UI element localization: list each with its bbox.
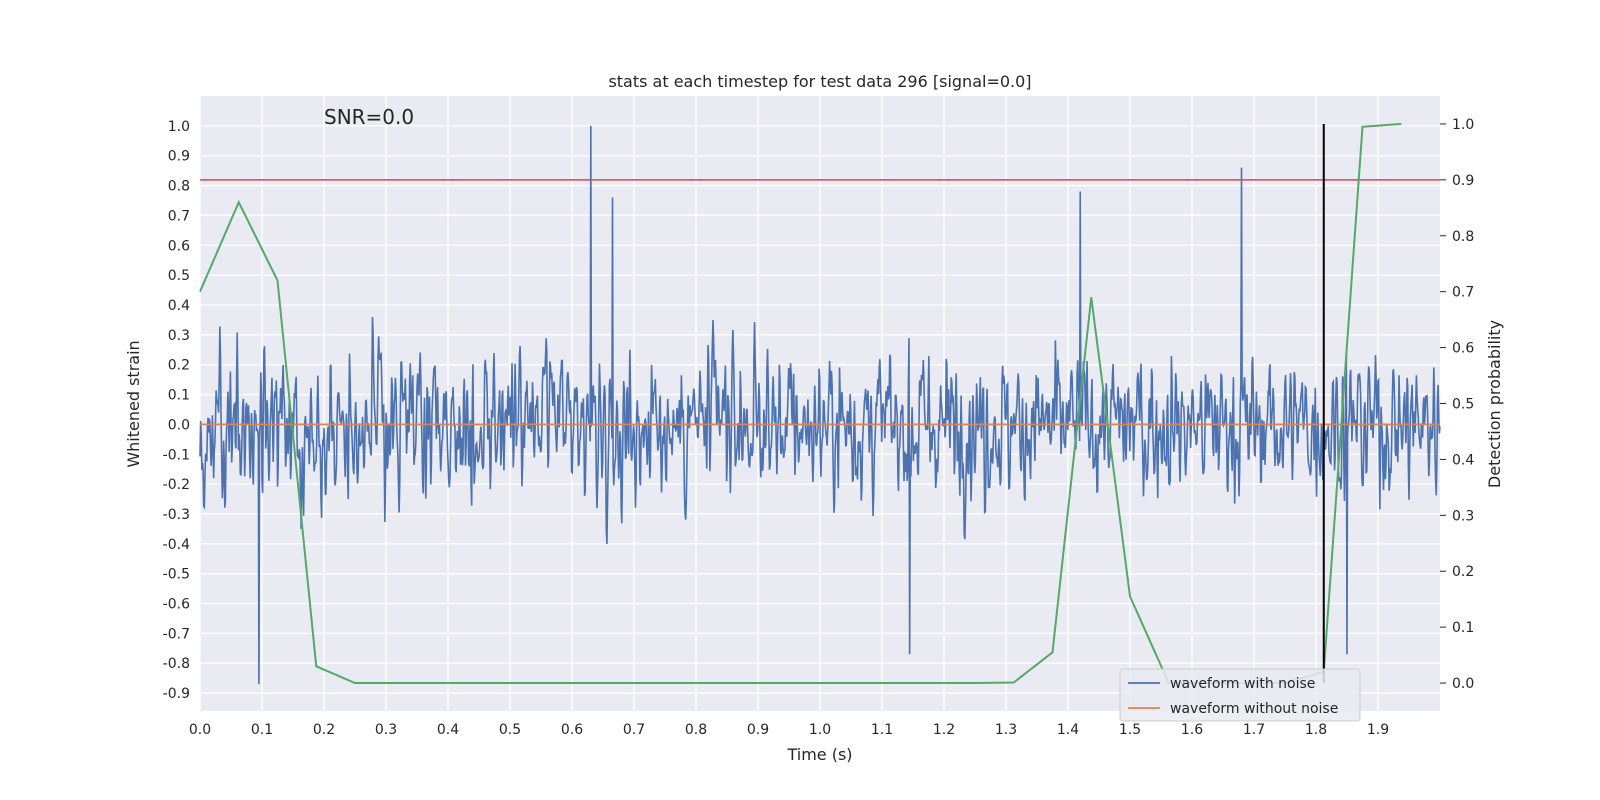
chart-title: stats at each timestep for test data 296… — [608, 72, 1031, 91]
y-tick-label: 0.7 — [168, 208, 190, 224]
x-tick-label: 0.2 — [313, 722, 335, 738]
y-axis-label: Whitened strain — [124, 340, 143, 467]
y-tick-label: -0.6 — [163, 597, 190, 613]
y2-tick-label: 0.1 — [1452, 620, 1474, 636]
y-tick-label: 0.5 — [168, 268, 190, 284]
legend-label-clean: waveform without noise — [1170, 701, 1338, 717]
y2-tick-label: 0.9 — [1452, 173, 1474, 189]
y-tick-label: 0.0 — [168, 417, 190, 433]
y2-tick-label: 0.8 — [1452, 229, 1474, 245]
x-tick-label: 1.6 — [1181, 722, 1203, 738]
x-tick-label: 0.4 — [437, 722, 459, 738]
x-tick-label: 1.7 — [1243, 722, 1265, 738]
x-tick-label: 1.5 — [1119, 722, 1141, 738]
snr-annotation: SNR=0.0 — [324, 105, 414, 129]
y-tick-label: 0.2 — [168, 358, 190, 374]
y2-tick-label: 0.0 — [1452, 676, 1474, 692]
y-tick-label: 0.8 — [168, 179, 190, 195]
series-waveform-with-noise — [199, 125, 1441, 685]
legend-label-noise: waveform with noise — [1170, 676, 1315, 692]
y-tick-label: -0.2 — [163, 477, 190, 493]
y2-tick-label: 0.6 — [1452, 341, 1474, 357]
ticks-layer: 0.0 0.1 0.2 0.3 0.4 0.5 0.6 0.7 0.8 0.9 1.0 1.1 1.2 1… — [163, 117, 1475, 738]
x-tick-label: 0.3 — [375, 722, 397, 738]
y2-tick-label: 1.0 — [1452, 117, 1474, 133]
x-tick-label: 0.1 — [251, 722, 273, 738]
y2-tick-label: 0.2 — [1452, 564, 1474, 580]
y-tick-label: -0.9 — [163, 686, 190, 702]
x-tick-label: 1.0 — [809, 722, 831, 738]
x-tick-label: 0.8 — [685, 722, 707, 738]
y-tick-label: -0.4 — [163, 537, 190, 553]
y2-tick-label: 0.4 — [1452, 452, 1474, 468]
y2-axis-label: Detection probability — [1485, 320, 1504, 488]
y-tick-label: 0.6 — [168, 238, 190, 254]
x-tick-label: 1.4 — [1057, 722, 1079, 738]
y-tick-label: -0.7 — [163, 626, 190, 642]
x-tick-label: 1.1 — [871, 722, 893, 738]
x-tick-label: 0.6 — [561, 722, 583, 738]
y-tick-label: 1.0 — [168, 119, 190, 135]
y-tick-label: -0.5 — [163, 567, 190, 583]
y-tick-label: -0.1 — [163, 447, 190, 463]
y-tick-label: -0.3 — [163, 507, 190, 523]
x-tick-label: 1.8 — [1305, 722, 1327, 738]
y-tick-label: 0.4 — [168, 298, 190, 314]
legend-box — [1119, 668, 1361, 722]
y2-tick-label: 0.3 — [1452, 508, 1474, 524]
y-tick-label: 0.9 — [168, 149, 190, 165]
x-tick-label: 0.5 — [499, 722, 521, 738]
x-tick-label: 0.9 — [747, 722, 769, 738]
legend: waveform with noise waveform without noi… — [1119, 668, 1361, 722]
x-axis-label: Time (s) — [786, 745, 852, 764]
x-tick-label: 0.7 — [623, 722, 645, 738]
x-tick-label: 0.0 — [189, 722, 211, 738]
y-tick-label: -0.8 — [163, 656, 190, 672]
x-tick-label: 1.3 — [995, 722, 1017, 738]
y-tick-label: 0.3 — [168, 328, 190, 344]
y2-tick-label: 0.5 — [1452, 397, 1474, 413]
y-tick-label: 0.1 — [168, 388, 190, 404]
x-tick-label: 1.9 — [1367, 722, 1389, 738]
x-tick-label: 1.2 — [933, 722, 955, 738]
y2-tick-label: 0.7 — [1452, 285, 1474, 301]
